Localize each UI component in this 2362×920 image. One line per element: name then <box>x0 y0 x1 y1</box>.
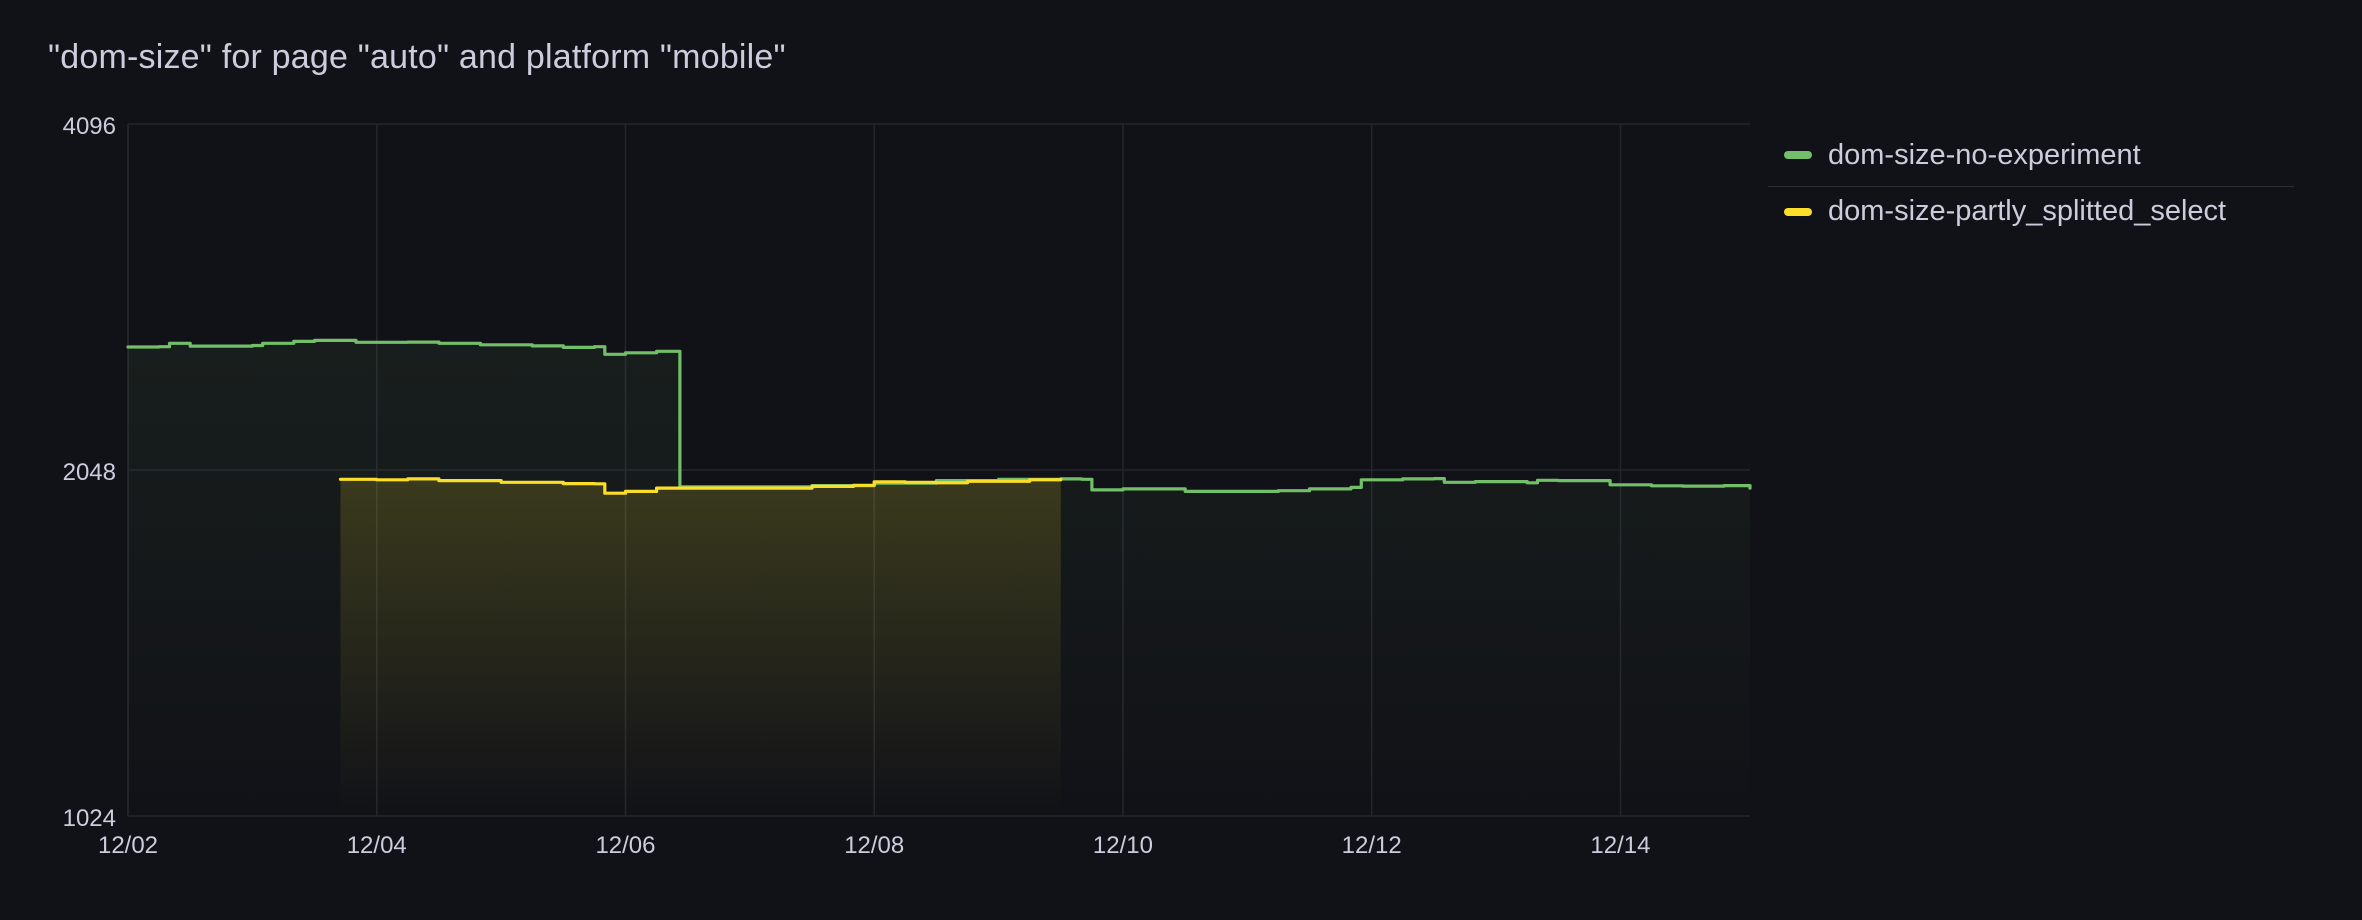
series-fill-1 <box>340 478 1061 816</box>
x-tick-label: 12/14 <box>1590 832 1650 859</box>
legend: dom-size-no-experiment dom-size-partly_sp… <box>1768 130 2294 236</box>
y-tick-label: 2048 <box>63 459 116 486</box>
y-tick-label: 4096 <box>63 113 116 140</box>
x-tick-label: 12/12 <box>1342 832 1402 859</box>
legend-label: dom-size-partly_splitted_select <box>1828 195 2227 227</box>
y-tick-label: 1024 <box>63 805 116 832</box>
legend-item-1[interactable]: dom-size-partly_splitted_select <box>1768 186 2294 236</box>
x-tick-label: 12/06 <box>595 832 655 859</box>
x-tick-label: 12/02 <box>98 832 158 859</box>
x-axis: 12/02 12/04 12/06 12/08 12/10 12/12 12/14 <box>98 832 1651 859</box>
legend-swatch <box>1784 207 1812 216</box>
legend-label: dom-size-no-experiment <box>1828 138 2141 171</box>
panel-title: "dom-size" for page "auto" and platform … <box>48 38 786 76</box>
x-tick-label: 12/08 <box>844 832 904 859</box>
series-lines <box>126 338 1752 495</box>
x-tick-label: 12/04 <box>347 832 407 859</box>
legend-swatch <box>1784 151 1812 159</box>
series-fills <box>128 340 1750 816</box>
legend-item-0[interactable]: dom-size-no-experiment <box>1768 130 2294 180</box>
series-line-1 <box>338 477 1063 495</box>
y-axis: 1024 2048 4096 <box>63 113 116 832</box>
x-tick-label: 12/10 <box>1093 832 1153 859</box>
